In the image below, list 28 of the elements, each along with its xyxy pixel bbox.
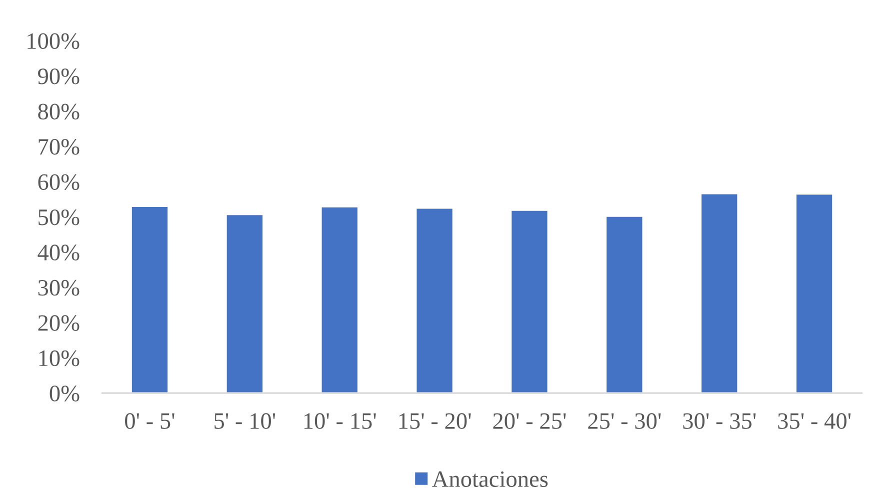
bar [605,215,644,394]
x-tick-label: 15' - 20' [399,413,471,429]
y-tick-label: 100% [28,33,80,50]
bar [320,206,359,394]
x-tick-label: 25' - 30' [588,413,661,429]
y-tick-label: 90% [38,68,80,84]
x-tick-label: 20' - 25' [493,413,566,429]
x-tick-label: 30' - 35' [683,413,756,429]
y-tick-label: 20% [38,315,80,331]
bar [130,206,169,394]
x-tick-label: 0' - 5' [125,413,174,429]
bar [225,214,264,394]
bar [415,207,454,394]
y-tick-label: 80% [38,104,80,120]
x-tick-label: 35' - 40' [778,413,851,429]
bar [510,209,549,394]
y-tick-label: 60% [38,174,80,190]
y-tick-label: 30% [38,280,80,296]
bar [795,193,834,394]
y-tick-label: 0% [50,386,80,402]
legend-label: Anotaciones [432,471,548,488]
y-tick-label: 70% [38,138,80,155]
y-tick-label: 40% [38,244,80,261]
x-tick-label: 10' - 15' [304,413,376,429]
y-tick-label: 10% [39,350,80,366]
x-tick-label: 5' - 10' [214,413,276,429]
y-tick-label: 50% [38,209,80,226]
bar [700,192,739,394]
